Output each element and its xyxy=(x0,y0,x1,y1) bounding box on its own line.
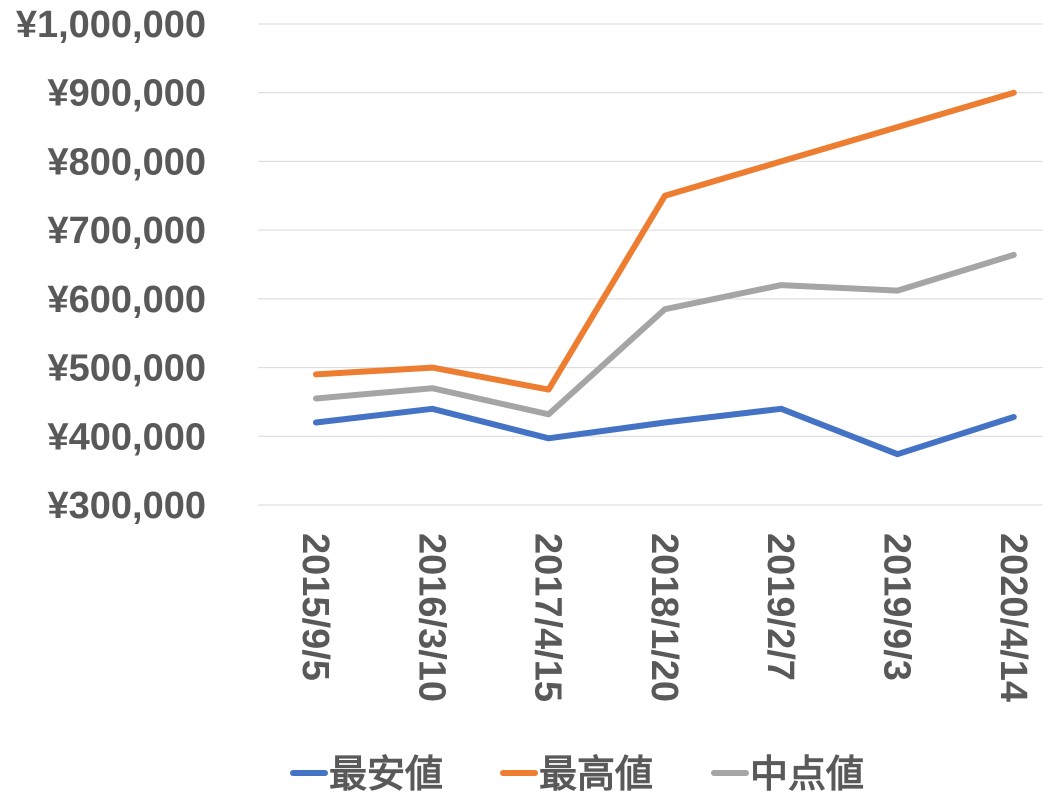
x-tick-label: 2016/3/10 xyxy=(410,533,452,702)
x-tick-label: 2018/1/20 xyxy=(643,533,685,702)
y-axis-tick-labels: ¥1,000,000 ¥900,000 ¥800,000 ¥700,000 ¥600,0… xyxy=(16,4,206,527)
legend-label: 中点値 xyxy=(750,752,864,796)
series-line xyxy=(313,89,1017,393)
y-tick-label: ¥400,000 xyxy=(48,416,207,458)
y-tick-label: ¥700,000 xyxy=(48,210,207,252)
series-line xyxy=(313,251,1017,418)
y-tick-label: ¥500,000 xyxy=(48,348,207,390)
gridlines xyxy=(258,23,1043,506)
y-tick-label: ¥1,000,000 xyxy=(16,4,206,46)
y-tick-label: ¥800,000 xyxy=(48,141,207,183)
legend-label: 最安値 xyxy=(329,752,443,796)
series-line xyxy=(313,405,1017,458)
x-tick-label: 2019/2/7 xyxy=(759,533,801,681)
x-tick-label: 2015/9/5 xyxy=(294,533,336,681)
x-axis-tick-labels: 2015/9/5 2016/3/10 2017/4/15 2018/1/20 2019/… xyxy=(294,533,1034,702)
series-lines xyxy=(313,89,1017,458)
x-tick-label: 2019/9/3 xyxy=(876,533,918,681)
y-tick-label: ¥900,000 xyxy=(48,73,207,115)
legend: 最安値 最高値 中点値 xyxy=(290,752,864,796)
legend-label: 最高値 xyxy=(539,752,653,796)
y-tick-label: ¥600,000 xyxy=(48,279,207,321)
y-tick-label: ¥300,000 xyxy=(48,485,207,527)
x-tick-label: 2017/4/15 xyxy=(527,533,569,702)
x-tick-label: 2020/4/14 xyxy=(992,533,1034,702)
